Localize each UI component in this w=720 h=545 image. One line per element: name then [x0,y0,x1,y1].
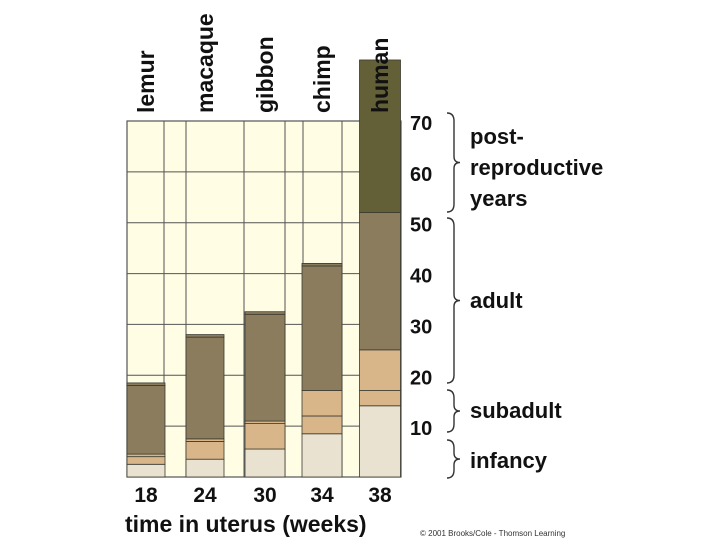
bar-segment-human-1 [359,390,401,407]
bar-segment-human-2 [359,349,401,391]
bar-segment-gibbon-0 [244,448,286,478]
species-label-macaque: macaque [192,13,218,113]
bar-segment-human-4 [359,59,401,213]
species-label-chimp: chimp [309,45,335,113]
y-tick-label-60: 60 [410,164,432,186]
x-tick-label-24: 24 [193,484,217,507]
copyright-note: © 2001 Brooks/Cole - Thomson Learning [420,529,565,538]
stage-label-adult: adult [470,288,523,313]
x-tick-label-38: 38 [368,484,392,507]
bar-segment-macaque-1 [185,440,225,460]
bar-segment-human-0 [359,405,401,478]
bracket-infancy [446,439,461,479]
bracket-post-reproductive [446,112,461,213]
bar-segment-macaque-3 [185,336,225,440]
bar-segment-macaque-4 [185,334,225,338]
x-tick-label-30: 30 [253,484,276,507]
bar-segment-chimp-2 [301,390,343,417]
y-tick-label-30: 30 [410,316,432,338]
bar-segment-gibbon-3 [244,313,286,422]
stage-label-post-reproductive-line1: post- [470,124,524,149]
bar-segment-lemur-3 [126,385,166,455]
stage-label-post-reproductive-line2: reproductive [470,155,603,180]
species-label-lemur: lemur [133,50,159,113]
stage-label-subadult: subadult [470,398,562,423]
species-label-gibbon: gibbon [252,36,278,113]
bar-segment-chimp-0 [301,433,343,478]
bracket-subadult [446,389,461,433]
y-tick-label-70: 70 [410,113,432,135]
x-tick-label-34: 34 [310,484,334,507]
bar-segment-macaque-0 [185,458,225,478]
bar-segment-lemur-4 [126,382,166,386]
bar-segment-human-3 [359,212,401,351]
bracket-adult [446,217,461,384]
stage-label-post-reproductive-line3: years [470,186,528,211]
bar-segment-chimp-4 [301,262,343,267]
species-label-human: human [367,38,393,113]
bar-segment-gibbon-1 [244,423,286,450]
bar-segment-lemur-0 [126,463,166,478]
y-tick-label-10: 10 [410,418,432,440]
x-axis-label: time in uterus (weeks) [125,511,367,537]
bar-segment-chimp-3 [301,265,343,391]
y-tick-label-20: 20 [410,367,432,389]
bar-segment-lemur-1 [126,456,166,465]
bar-segment-chimp-1 [301,415,343,435]
x-tick-label-18: 18 [134,484,158,507]
y-tick-label-40: 40 [410,266,432,288]
stage-label-infancy: infancy [470,448,548,473]
bar-segment-gibbon-4 [244,311,286,315]
y-tick-label-50: 50 [410,215,432,237]
